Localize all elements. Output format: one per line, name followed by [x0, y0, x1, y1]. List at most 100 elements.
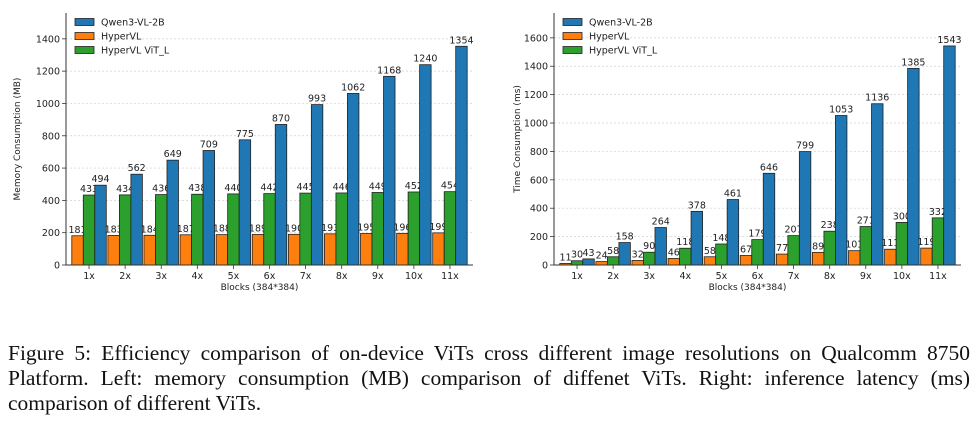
bar-qwen3-vl-2b: [798, 151, 812, 266]
bar-hypervl: [667, 258, 680, 266]
bar-hypervl: [71, 235, 84, 266]
bar-qwen3-vl-2b: [274, 124, 288, 266]
bar-hypervl: [324, 233, 337, 266]
legend-label: Qwen3-VL-2B: [101, 18, 165, 29]
data-label: 118: [676, 237, 694, 248]
bar-hypervl: [432, 232, 445, 266]
legend-swatch: [74, 18, 95, 26]
legend-swatch: [562, 46, 583, 54]
bar-hypervl: [812, 251, 825, 266]
data-label: 196: [393, 222, 411, 233]
data-label: 188: [213, 224, 231, 235]
y-tick-label: 400: [42, 196, 60, 207]
legend-swatch: [562, 32, 583, 40]
x-tick-label: 4x: [191, 271, 203, 282]
bar-hypervl-vit-l: [443, 191, 457, 266]
x-tick-label: 1x: [83, 271, 95, 282]
bar-qwen3-vl-2b: [202, 150, 215, 266]
bar-hypervl-vit-l: [118, 194, 132, 266]
x-tick-label: 7x: [788, 271, 800, 282]
x-tick-label: 10x: [405, 271, 423, 282]
data-label: 433: [80, 184, 98, 195]
data-label: 449: [369, 181, 387, 192]
data-label: 207: [785, 225, 803, 236]
bar-hypervl-vit-l: [191, 193, 204, 266]
y-tick-label: 1400: [36, 34, 60, 45]
bar-hypervl-vit-l: [751, 239, 764, 266]
data-label: 24: [596, 251, 608, 262]
data-label: 46: [668, 247, 680, 258]
legend-label: HyperVL: [101, 32, 142, 43]
data-label: 181: [68, 225, 86, 236]
data-label: 1136: [865, 93, 889, 104]
data-label: 90: [643, 241, 655, 252]
data-label: 187: [177, 224, 195, 235]
bar-hypervl: [143, 234, 156, 266]
bar-qwen3-vl-2b: [383, 75, 396, 266]
legend: Qwen3-VL-2B HyperVL HyperVL ViT_L: [74, 18, 170, 57]
y-tick-label: 200: [530, 232, 548, 243]
data-label: 993: [308, 94, 326, 105]
data-label: 58: [704, 246, 716, 257]
data-label: 775: [236, 129, 254, 140]
bar-hypervl: [396, 232, 409, 266]
figure-caption: Figure 5: Efficiency comparison of on-de…: [8, 341, 970, 415]
data-label: 442: [260, 183, 278, 194]
data-label: 183: [105, 224, 123, 235]
x-tick-label: 9x: [860, 271, 872, 282]
data-label: 378: [688, 200, 706, 211]
data-label: 1062: [341, 82, 365, 93]
data-label: 101: [845, 240, 863, 251]
x-tick-label: 11x: [929, 271, 947, 282]
y-axis-label: Memory Consumption (MB): [13, 78, 23, 201]
legend: Qwen3-VL-2B HyperVL HyperVL ViT_L: [562, 18, 658, 57]
data-label: 77: [776, 243, 788, 254]
bar-hypervl: [251, 234, 265, 266]
x-tick-label: 9x: [372, 271, 384, 282]
bar-hypervl-vit-l: [371, 192, 384, 266]
y-axis-label: Time Consumption (ms): [513, 85, 523, 194]
data-label: 11: [559, 252, 571, 263]
x-axis-label: Blocks (384*384): [709, 283, 787, 293]
data-label: 1168: [377, 65, 401, 76]
data-label: 193: [321, 223, 339, 234]
bar-qwen3-vl-2b: [130, 173, 143, 266]
data-label: 58: [607, 246, 619, 257]
bar-qwen3-vl-2b: [762, 172, 776, 266]
bar-hypervl: [631, 260, 644, 266]
bar-qwen3-vl-2b: [726, 199, 740, 266]
data-label: 89: [812, 241, 824, 252]
data-label: 300: [893, 211, 911, 222]
x-tick-label: 1x: [571, 271, 583, 282]
data-label: 238: [821, 220, 839, 231]
y-tick-label: 800: [42, 131, 60, 142]
bar-hypervl-vit-l: [335, 192, 348, 266]
y-tick-label: 0: [54, 261, 60, 272]
bar-qwen3-vl-2b: [347, 93, 360, 266]
data-label: 1543: [937, 35, 961, 46]
bar-hypervl-vit-l: [715, 243, 728, 266]
data-label: 264: [652, 217, 670, 228]
y-tick-label: 1200: [524, 90, 548, 101]
data-label: 119: [917, 237, 935, 248]
y-tick-label: 600: [530, 175, 548, 186]
data-label: 43: [582, 248, 594, 259]
legend-label: Qwen3-VL-2B: [589, 18, 653, 29]
bar-qwen3-vl-2b: [943, 45, 956, 266]
bar-qwen3-vl-2b: [907, 67, 920, 266]
bar-hypervl-vit-l: [859, 226, 872, 266]
bar-hypervl-vit-l: [643, 251, 656, 266]
y-tick-label: 400: [530, 204, 548, 215]
bar-hypervl: [703, 256, 717, 266]
data-label: 709: [200, 139, 218, 150]
y-tick-label: 1000: [524, 119, 548, 130]
y-tick-label: 200: [42, 228, 60, 239]
legend-swatch: [74, 46, 95, 54]
bar-hypervl: [360, 233, 373, 266]
bar-qwen3-vl-2b: [166, 159, 179, 266]
data-label: 870: [272, 113, 290, 124]
bar-hypervl: [739, 255, 753, 266]
data-label: 434: [116, 184, 134, 195]
bar-hypervl-vit-l: [787, 235, 800, 266]
